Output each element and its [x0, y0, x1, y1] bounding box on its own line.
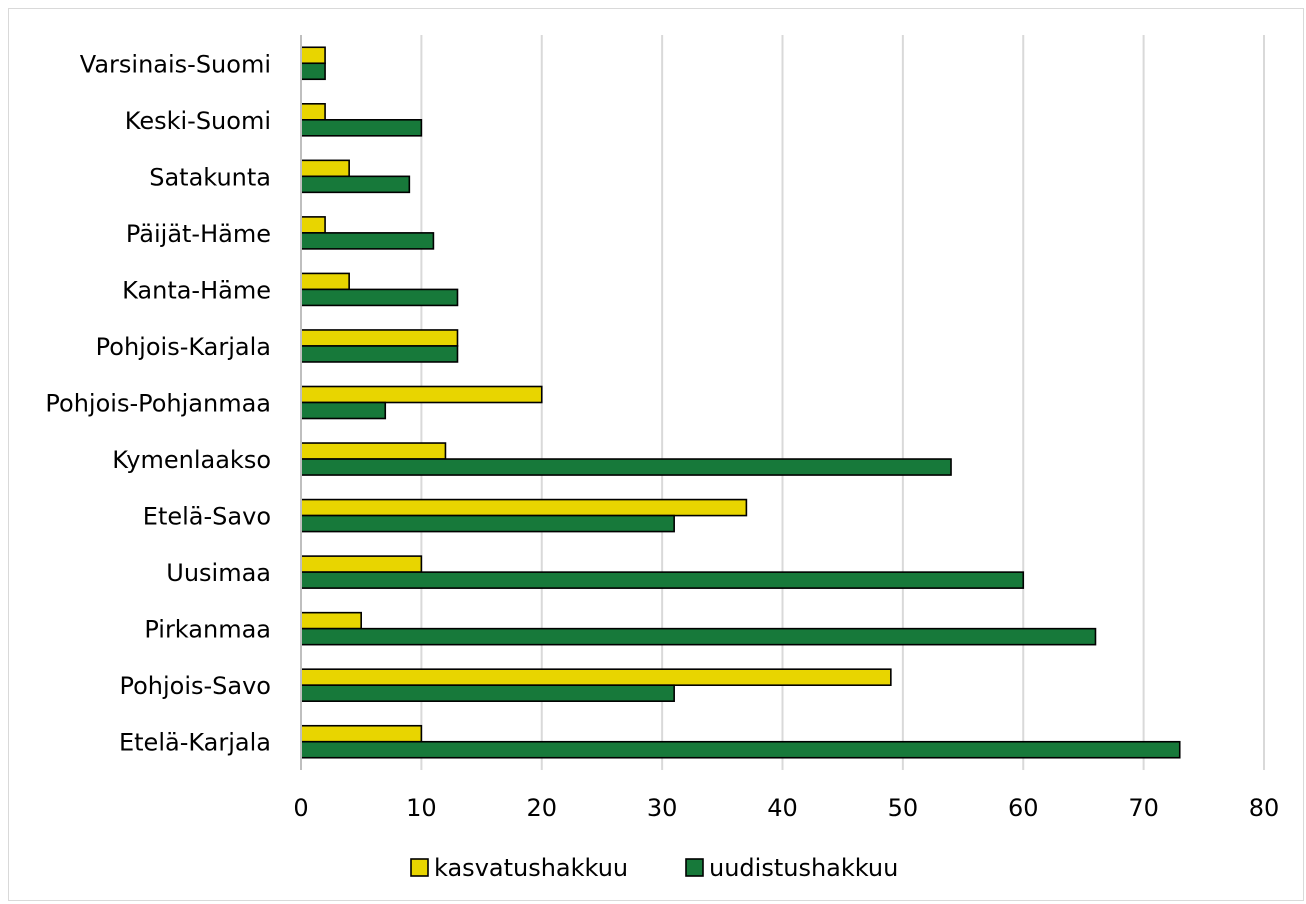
x-tick-label: 40 — [767, 794, 798, 822]
bar-kasvatushakkuu — [300, 103, 326, 121]
category-label: Etelä-Savo — [143, 503, 271, 531]
x-tick-label: 80 — [1249, 794, 1280, 822]
bar-uudistushakkuu — [300, 119, 423, 137]
bar-uudistushakkuu — [300, 740, 1181, 759]
category-label: Pohjois-Karjala — [96, 333, 271, 361]
legend-label-kasvatushakkuu: kasvatushakkuu — [434, 854, 628, 882]
x-tick-label: 50 — [888, 794, 919, 822]
category-label: Päijät-Häme — [126, 220, 271, 248]
bar-kasvatushakkuu — [300, 329, 459, 347]
x-tick-label: 70 — [1128, 794, 1159, 822]
category-label: Keski-Suomi — [125, 107, 271, 135]
legend-swatch-kasvatushakkuu — [410, 858, 429, 877]
x-tick-label: 20 — [526, 794, 557, 822]
category-label: Varsinais-Suomi — [80, 50, 271, 78]
x-tick-label: 60 — [1008, 794, 1039, 822]
category-label: Etelä-Karjala — [119, 729, 271, 757]
bar-kasvatushakkuu — [300, 46, 326, 65]
x-tick-label: 10 — [406, 794, 437, 822]
grid-lines — [420, 35, 1265, 770]
bar-kasvatushakkuu — [300, 159, 350, 178]
bar-kasvatushakkuu — [300, 442, 447, 460]
bar-uudistushakkuu — [300, 571, 1025, 589]
bar-kasvatushakkuu — [300, 611, 362, 630]
category-label: Satakunta — [149, 163, 271, 191]
bar-kasvatushakkuu — [300, 216, 326, 234]
category-label: Kymenlaakso — [112, 446, 271, 474]
bar-uudistushakkuu — [300, 627, 1097, 646]
bar-uudistushakkuu — [300, 514, 675, 533]
bar-uudistushakkuu — [300, 62, 326, 81]
category-label: Uusimaa — [166, 559, 271, 587]
bar-uudistushakkuu — [300, 345, 459, 363]
bar-kasvatushakkuu — [300, 555, 423, 573]
legend: kasvatushakkuu uudistushakkuu — [410, 854, 898, 882]
category-label: Pirkanmaa — [144, 616, 271, 644]
bar-kasvatushakkuu — [300, 385, 543, 404]
bar-uudistushakkuu — [300, 458, 952, 476]
bar-kasvatushakkuu — [300, 724, 423, 743]
legend-swatch-uudistushakkuu — [685, 858, 704, 877]
x-tick-label: 0 — [293, 794, 308, 822]
bars — [300, 46, 1181, 759]
legend-label-uudistushakkuu: uudistushakkuu — [709, 854, 898, 882]
bar-uudistushakkuu — [300, 684, 675, 702]
category-label: Pohjois-Savo — [119, 672, 271, 700]
bar-uudistushakkuu — [300, 401, 387, 420]
category-labels: Varsinais-Suomi Keski-Suomi Satakunta Päijä… — [45, 50, 271, 756]
x-tick-labels: 0 10 20 30 40 50 60 70 80 — [293, 794, 1279, 822]
category-label: Pohjois-Pohjanmaa — [45, 390, 271, 418]
bar-uudistushakkuu — [300, 175, 411, 194]
bar-kasvatushakkuu — [300, 272, 350, 291]
bar-kasvatushakkuu — [300, 498, 748, 517]
bar-uudistushakkuu — [300, 288, 459, 307]
bar-kasvatushakkuu — [300, 668, 892, 686]
x-tick-label: 30 — [647, 794, 678, 822]
bar-uudistushakkuu — [300, 232, 435, 250]
category-label: Kanta-Häme — [122, 276, 271, 304]
